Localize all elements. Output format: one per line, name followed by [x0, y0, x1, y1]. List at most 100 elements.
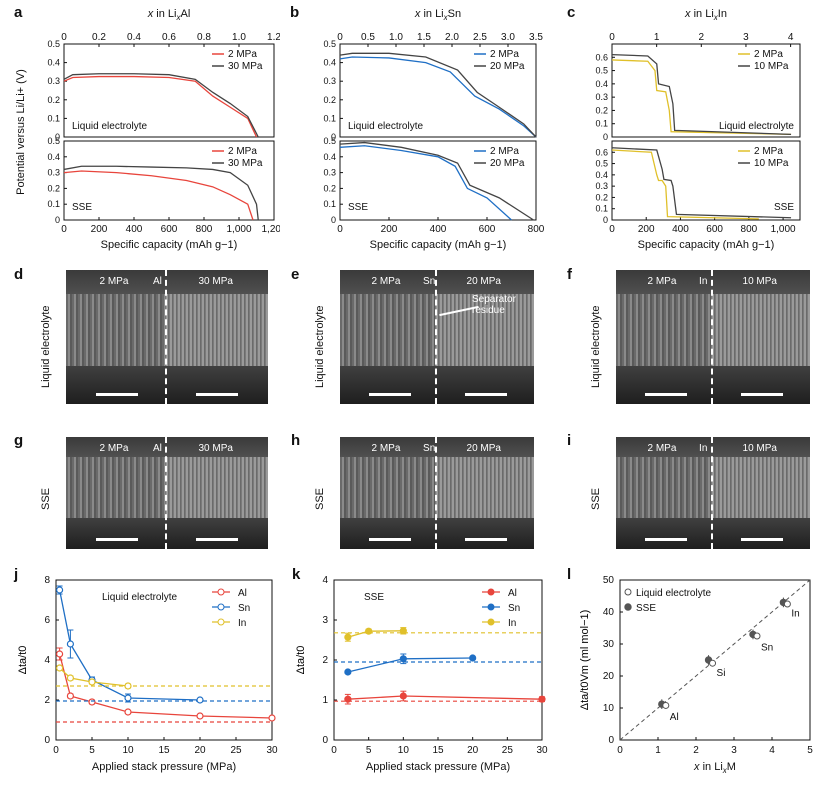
scale-bar: [740, 393, 783, 396]
series-lower-0: [339, 145, 512, 221]
data-point-Sn: [55, 586, 64, 594]
x-tick-label: 20: [467, 745, 479, 756]
data-point-In: [365, 627, 373, 635]
top-tick-label: 3.5: [529, 32, 543, 43]
sem-row-label: SSE: [40, 487, 52, 510]
scale-bar: [195, 393, 238, 396]
legend-marker: [217, 603, 225, 611]
axis-title-part: in Li: [420, 8, 443, 20]
sem-divider: [435, 437, 438, 549]
top-axis-title: x in LixAl: [147, 8, 191, 22]
top-tick-label: 4: [788, 32, 794, 43]
data-point-Al: [88, 698, 96, 706]
data-point-In: [399, 627, 407, 635]
panel-title: Liquid electrolyte: [102, 592, 177, 603]
sem-right-label: 20 MPa: [466, 276, 501, 287]
y-tick-label: 0.3: [47, 76, 60, 86]
data-point-liquid-Sn: [753, 632, 761, 640]
y-tick-label: 0.4: [47, 152, 60, 162]
plot-frame: [619, 579, 811, 741]
axis-title-part: x: [713, 13, 719, 22]
data-point-In: [344, 633, 352, 641]
x-tick-label: 10: [398, 745, 410, 756]
bottom-tick-label: 0: [609, 224, 615, 235]
series-upper-1: [611, 53, 792, 135]
top-axis-title: x in LixSn: [414, 8, 461, 22]
y-tick-label: 0.5: [47, 136, 60, 146]
legend-label: 20 MPa: [490, 158, 525, 169]
y-tick-label: 0.4: [47, 58, 60, 68]
sem-row-label: Liquid electrolyte: [40, 305, 52, 388]
x-tick-label: 5: [807, 745, 813, 756]
data-point-Sn: [196, 696, 204, 704]
y-tick-label: 30: [603, 639, 615, 650]
legend-label: 2 MPa: [490, 49, 519, 60]
sem-element-label: Al: [152, 276, 162, 287]
legend-label: 30 MPa: [228, 61, 263, 72]
x-tick-label: 0: [53, 745, 59, 756]
sem-row-label: Liquid electrolyte: [314, 305, 326, 388]
bottom-tick-label: 200: [91, 224, 108, 235]
sem-divider: [164, 437, 167, 549]
bottom-tick-label: 400: [430, 224, 447, 235]
x-tick-label: 15: [158, 745, 170, 756]
y-tick-label: 3: [322, 615, 328, 626]
lower-annotation: SSE: [348, 202, 368, 213]
sem-row-label: SSE: [314, 487, 326, 510]
sem-divider: [435, 270, 438, 404]
x-axis-title: Specific capacity (mAh g−1): [101, 239, 238, 251]
sem-element-label: Al: [152, 443, 162, 454]
x-tick-label: 15: [432, 745, 444, 756]
y-tick-label: 0.2: [47, 183, 60, 193]
y-tick-label: 0.1: [47, 113, 60, 123]
y-tick-label: 0: [331, 215, 336, 225]
y-tick-label: 0.1: [323, 113, 336, 123]
data-point-Sn: [469, 654, 477, 662]
y-tick-label: 0.2: [323, 183, 336, 193]
y-tick-label: 0: [55, 215, 60, 225]
upper-annotation: Liquid electrolyte: [348, 121, 423, 132]
y-tick-label: 0: [331, 132, 336, 142]
legend-marker: [487, 588, 495, 596]
y-tick-label: 0.1: [47, 199, 60, 209]
y-tick-label: 0.2: [47, 95, 60, 105]
series-line-Al: [347, 695, 543, 700]
legend-label: 2 MPa: [228, 146, 257, 157]
x-tick-label: 30: [536, 745, 548, 756]
sem-left-label: 2 MPa: [371, 443, 401, 454]
legend-label: Sn: [238, 603, 250, 614]
plot-frame: [611, 140, 801, 221]
series-upper-0: [63, 75, 258, 138]
y-tick-label: 0.5: [595, 66, 608, 76]
bottom-tick-label: 1,000: [771, 224, 796, 235]
y-tick-label: 0: [55, 132, 60, 142]
data-point-In: [66, 674, 75, 682]
sem-left-label: 2 MPa: [371, 276, 401, 287]
y-tick-label: 6: [44, 615, 50, 626]
top-tick-label: 1.2: [267, 32, 280, 43]
y-tick-label: 0.4: [323, 58, 336, 68]
sem-annotation: Separator residue: [472, 294, 516, 316]
sem-image: 2 MPa Sn 20 MPa: [340, 437, 534, 549]
panel-letter-f: f: [567, 266, 572, 283]
data-point-In: [55, 664, 64, 672]
y-tick-label: 0.5: [595, 159, 608, 169]
sem-image: 2 MPa In 10 MPa: [616, 270, 810, 404]
point-label-Si: Si: [717, 668, 726, 679]
data-point-Sn: [344, 668, 352, 676]
top-axis-title: x in LixIn: [684, 8, 727, 22]
legend-label: 2 MPa: [754, 146, 783, 157]
top-tick-label: 2.5: [473, 32, 487, 43]
y-tick-label: 0.3: [47, 168, 60, 178]
y-tick-label: 0.2: [323, 95, 336, 105]
legend-label: 20 MPa: [490, 61, 525, 72]
legend-marker: [217, 588, 225, 596]
top-tick-label: 1.5: [417, 32, 431, 43]
y-tick-label: 0: [603, 132, 608, 142]
axis-title-part: M: [727, 761, 736, 773]
x-tick-label: 0: [331, 745, 337, 756]
y-tick-label: 20: [603, 671, 615, 682]
top-tick-label: 0.4: [127, 32, 141, 43]
legend-marker: [487, 603, 495, 611]
